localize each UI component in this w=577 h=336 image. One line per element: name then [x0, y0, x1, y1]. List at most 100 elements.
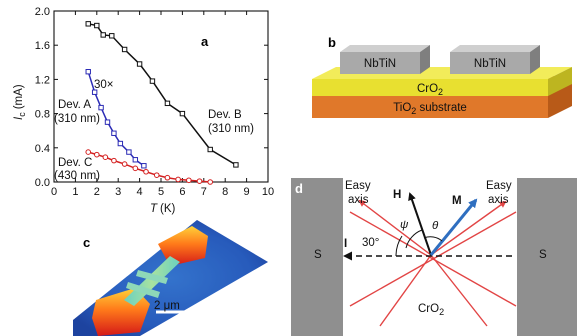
panel-c-afm-image: c 2 μm [73, 220, 268, 336]
data-point [85, 21, 91, 27]
data-point [132, 165, 139, 172]
data-point [207, 146, 213, 153]
x-tick-label: 8 [222, 186, 228, 198]
data-point [117, 140, 124, 147]
y-axis-symbol: I [13, 116, 25, 120]
easy-axis-line-5 [379, 254, 432, 327]
data-point [111, 157, 117, 164]
data-point [85, 149, 92, 155]
dev-b-label: Dev. B [208, 109, 242, 121]
film-text: CrO [417, 83, 438, 95]
m-label: M [452, 195, 462, 207]
y-axis-subscript: c [17, 112, 27, 117]
data-point [126, 149, 132, 155]
x-tick-label: 2 [94, 186, 100, 198]
electrode-left-label: NbTiN [364, 58, 396, 70]
x-tick-label: 10 [262, 186, 274, 198]
dev-b-width: (310 nm) [208, 123, 254, 135]
data-point [104, 119, 111, 125]
data-point [153, 172, 160, 178]
x-axis-unit: (K) [160, 203, 176, 215]
h-field-arrow [408, 192, 432, 256]
x-tick-label: 6 [179, 186, 185, 198]
panel-c-label: c [83, 235, 90, 250]
data-point [121, 46, 128, 53]
theta-label: θ [432, 220, 439, 232]
dev-a-width: (310 nm) [54, 113, 100, 125]
data-point [132, 157, 139, 163]
easy-axis-line-3 [358, 199, 432, 256]
s-right-label: S [539, 249, 547, 261]
panel-a-chart: 0.0 0.4 0.8 1.2 1.6 2.0 0 1 2 3 4 5 6 7 8 9 10 a 30× De… [13, 6, 274, 215]
psi-label: ψ [400, 219, 409, 231]
h-label: H [393, 189, 401, 201]
electrode-right-label: NbTiN [474, 58, 506, 70]
y-axis-label: Ic (mA) [13, 84, 27, 120]
substrate-subscript: 2 [411, 106, 416, 116]
data-point [179, 110, 186, 117]
data-point [233, 162, 239, 168]
data-point [94, 22, 100, 29]
y-tick-label: 1.2 [35, 74, 50, 86]
electrode-right-side [530, 45, 540, 74]
m-vector-arrow [429, 198, 478, 256]
material-label: CrO2 [418, 303, 444, 317]
s-block-right [517, 178, 577, 336]
substrate-text: TiO [393, 102, 411, 114]
film-label: CrO2 [417, 83, 443, 97]
current-label: I [344, 238, 347, 250]
afm-lead-upper [136, 270, 168, 284]
data-point [207, 179, 214, 185]
data-point [186, 177, 192, 184]
data-point [149, 78, 156, 84]
y-tick-label: 0.0 [35, 177, 50, 189]
y-tick-label: 1.6 [35, 40, 50, 52]
s-left-label: S [314, 249, 322, 261]
electrode-left-front [340, 52, 420, 74]
theta-arc [423, 236, 443, 242]
angle-30-arc [395, 235, 403, 257]
panel-d-vector-diagram: d S S Easy axis Easy axis I 30° H M ψ θ … [291, 178, 577, 336]
data-point [164, 174, 171, 181]
x-tick-label: 7 [201, 186, 207, 198]
data-point [94, 151, 100, 158]
easy-axis-right-line2: axis [488, 194, 509, 206]
x-tick-label: 1 [72, 186, 78, 198]
panel-d-label: d [295, 181, 303, 196]
psi-arc [405, 229, 423, 249]
afm-lead-lower [126, 282, 160, 298]
x-axis-label: T (K) [150, 203, 176, 215]
y-tick-label: 2.0 [35, 6, 50, 18]
electrode-right-top [450, 45, 540, 52]
x-tick-label: 9 [244, 186, 250, 198]
easy-axis-left-line2: axis [348, 194, 369, 206]
magnification-text: 30× [94, 79, 114, 91]
x-tick-label: 5 [158, 186, 164, 198]
electrode-left-top [340, 45, 430, 52]
afm-top-pad [158, 226, 208, 266]
easy-axis-left-line1: Easy [345, 180, 371, 192]
substrate-suffix: substrate [416, 102, 467, 114]
x-axis-symbol: T [150, 203, 158, 215]
data-point [196, 178, 203, 184]
data-point [102, 154, 109, 161]
chart-series [85, 21, 239, 185]
film-side-face [548, 67, 572, 96]
substrate-label: TiO2 substrate [393, 102, 467, 116]
material-text: CrO [418, 303, 439, 315]
data-point [164, 100, 171, 107]
easy-axis-right-line1: Easy [486, 180, 512, 192]
film-front-face [312, 79, 548, 96]
series-line-1 [88, 23, 237, 166]
electrode-right-front [450, 52, 530, 74]
dev-c-width: (430 nm) [54, 170, 100, 182]
scale-bar-label: 2 μm [154, 300, 180, 312]
panel-b-device-stack: b NbTiN NbTiN CrO2 TiO2 substrate [312, 35, 572, 118]
panel-b-label: b [328, 35, 336, 50]
y-tick-label: 0.8 [35, 109, 50, 121]
data-point [111, 130, 117, 136]
easy-axis-line-4 [430, 200, 507, 256]
data-point [121, 161, 128, 167]
material-subscript: 2 [439, 307, 444, 317]
